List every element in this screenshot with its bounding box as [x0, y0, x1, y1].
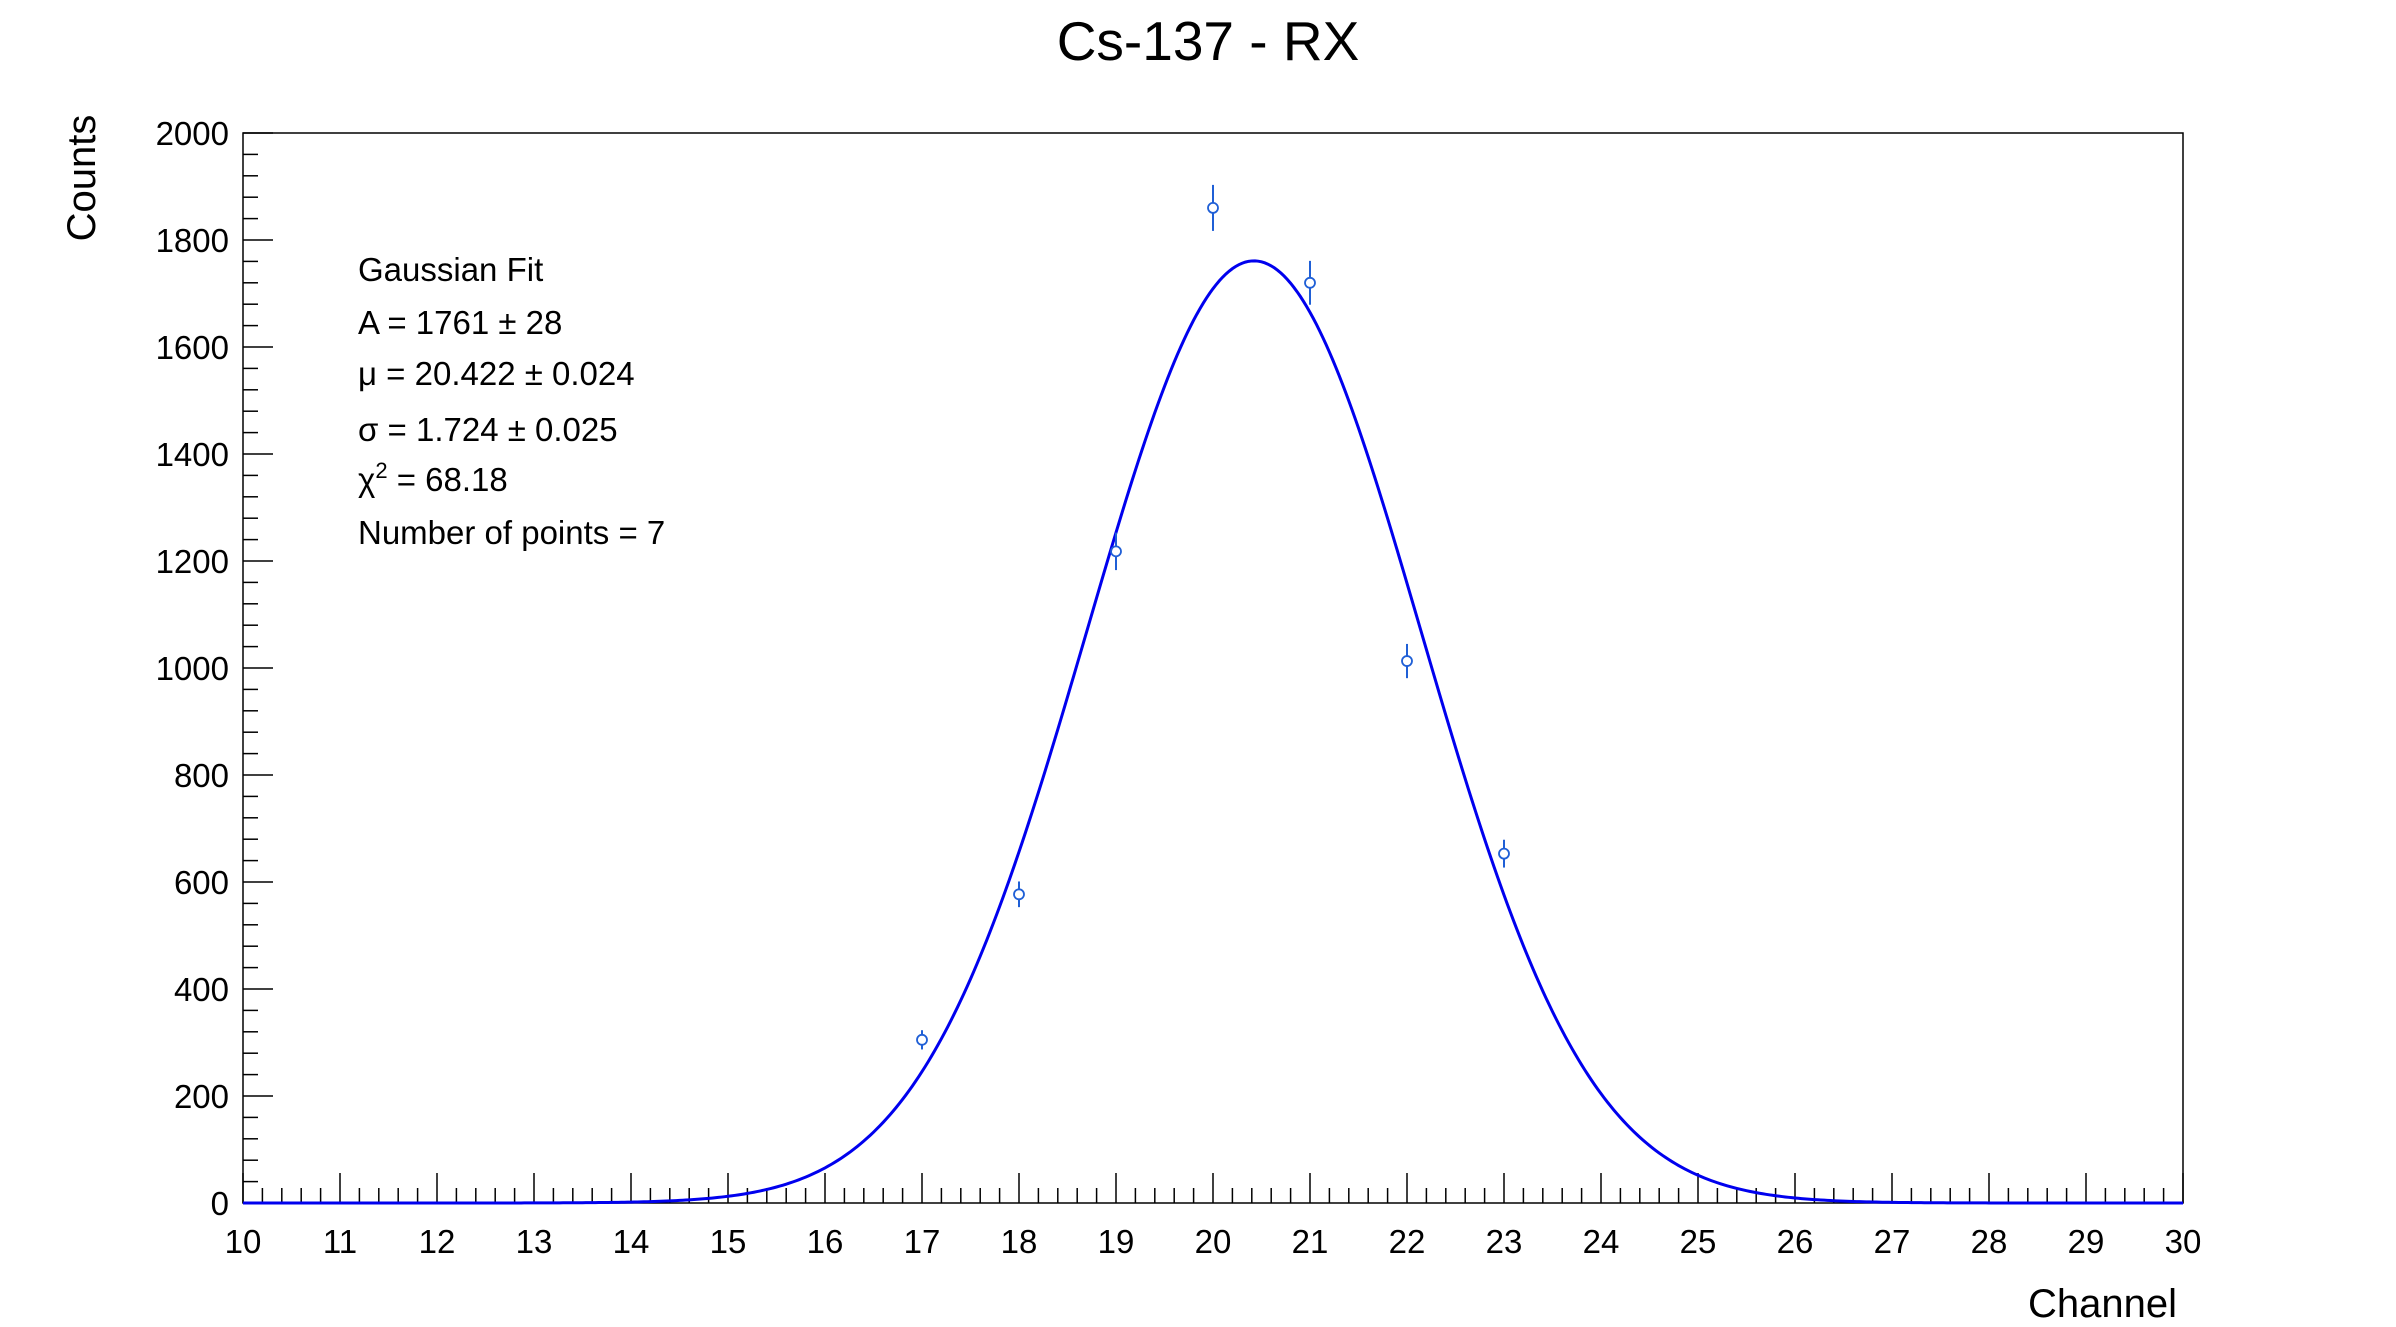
x-tick-label: 26	[1777, 1223, 1814, 1260]
axes: 10 11 12 13 14 15 16 17 18 19 20 21 22 23 24 25 26 27 28 29…	[156, 115, 2202, 1260]
point-marker	[1498, 847, 1510, 860]
y-tick-label: 1800	[156, 222, 229, 259]
x-tick-label: 11	[323, 1223, 357, 1260]
stats-line-mean: μ = 20.422 ± 0.024	[358, 355, 635, 392]
point-marker	[1013, 888, 1025, 901]
data-point	[1498, 839, 1510, 868]
x-tick-label: 20	[1195, 1223, 1232, 1260]
data-point	[1013, 881, 1025, 908]
chi-symbol: χ	[358, 461, 375, 498]
point-marker	[916, 1033, 928, 1046]
y-axis-label: Counts	[60, 115, 104, 242]
stats-line-npoints: Number of points = 7	[358, 514, 665, 551]
x-tick-label: 12	[419, 1223, 456, 1260]
mu-symbol: μ	[358, 355, 377, 392]
y-tick-label: 600	[174, 864, 229, 901]
point-marker	[1207, 201, 1219, 214]
stats-line-amplitude: A = 1761 ± 28	[358, 304, 562, 341]
y-tick-label: 2000	[156, 115, 229, 152]
x-tick-label: 27	[1874, 1223, 1911, 1260]
x-tick-label: 19	[1098, 1223, 1135, 1260]
x-tick-label: 15	[710, 1223, 747, 1260]
x-axis-label: Channel	[2028, 1282, 2177, 1322]
point-marker	[1304, 276, 1316, 289]
stats-line-chisq: χ2 = 68.18	[358, 458, 508, 498]
y-tick-label: 1000	[156, 650, 229, 687]
x-tick-label: 21	[1292, 1223, 1329, 1260]
chisq-superscript: 2	[375, 458, 387, 483]
data-point	[1304, 260, 1316, 305]
x-tick-label: 10	[225, 1223, 262, 1260]
gaussian-fit-curve	[243, 259, 2183, 1205]
y-tick-label: 1600	[156, 329, 229, 366]
y-tick-label: 0	[211, 1185, 229, 1222]
chart-title: Cs-137 - RX	[1057, 10, 1360, 72]
y-tick-label: 400	[174, 971, 229, 1008]
x-tick-label: 29	[2068, 1223, 2105, 1260]
stats-box: Gaussian Fit A = 1761 ± 28 μ = 20.422 ± …	[358, 251, 665, 551]
y-tick-label: 800	[174, 757, 229, 794]
data-point	[1207, 184, 1219, 231]
x-tick-label: 22	[1389, 1223, 1426, 1260]
point-marker	[1110, 545, 1122, 558]
x-tick-label: 18	[1001, 1223, 1038, 1260]
stats-line-sigma: σ = 1.724 ± 0.025	[358, 411, 618, 448]
point-marker	[1401, 655, 1413, 667]
y-tick-label: 200	[174, 1078, 229, 1115]
x-tick-label: 30	[2165, 1223, 2202, 1260]
x-tick-label: 17	[904, 1223, 941, 1260]
x-tick-label: 14	[613, 1223, 650, 1260]
y-tick-label: 1400	[156, 436, 229, 473]
fit-curve-layer	[243, 259, 2183, 1205]
sigma-symbol: σ	[358, 411, 378, 448]
mean-value: = 20.422 ± 0.024	[377, 355, 635, 392]
y-tick-label: 1200	[156, 543, 229, 580]
x-tick-label: 13	[516, 1223, 553, 1260]
chisq-value: = 68.18	[388, 461, 508, 498]
data-points-layer	[916, 184, 1510, 1050]
x-tick-label: 25	[1680, 1223, 1717, 1260]
data-point	[1401, 643, 1413, 679]
x-tick-label: 16	[807, 1223, 844, 1260]
data-point	[1110, 532, 1122, 571]
sigma-value: = 1.724 ± 0.025	[378, 411, 617, 448]
stats-line-fit-name: Gaussian Fit	[358, 251, 543, 288]
x-tick-label: 28	[1971, 1223, 2008, 1260]
x-tick-label: 24	[1583, 1223, 1620, 1260]
data-point	[916, 1030, 928, 1050]
x-tick-label: 23	[1486, 1223, 1523, 1260]
